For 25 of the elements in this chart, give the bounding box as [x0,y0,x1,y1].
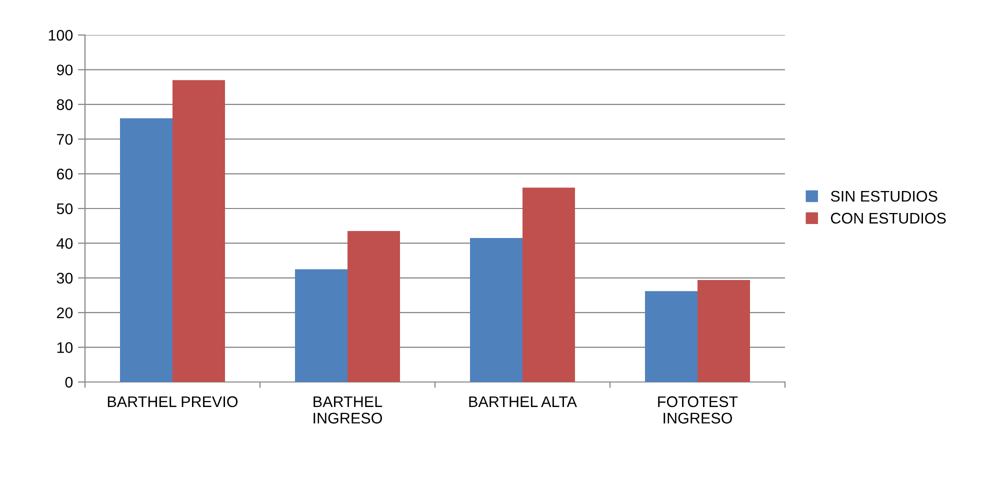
x-tick-label: BARTHEL PREVIO [108,396,238,408]
bar [172,80,225,382]
bar [295,269,348,382]
y-tick-label: 60 [56,168,73,180]
x-tick-label: BARTHEL INGRESO [314,396,382,424]
x-tick-label: FOTOTEST INGRESO [658,396,738,424]
y-tick-label: 90 [56,64,73,76]
y-tick-label: 30 [56,272,73,284]
legend-label: SIN ESTUDIOS [830,190,938,202]
bar [698,280,750,382]
bar [522,188,575,382]
y-tick-label: 20 [56,307,73,318]
x-tick-label: BARTHEL ALTA [469,396,577,407]
y-tick-label: 40 [56,238,73,249]
bar [470,238,522,382]
y-tick-label: 100 [48,30,73,41]
y-tick-label: 80 [56,99,73,110]
legend-label: CON ESTUDIOS [830,212,946,224]
bar [348,231,400,382]
y-tick-label: 10 [57,342,73,353]
bar [120,118,172,382]
y-tick-label: 70 [56,134,73,145]
y-tick-label: 50 [56,203,73,214]
y-tick-label: 0 [65,376,73,388]
bar [645,291,698,382]
